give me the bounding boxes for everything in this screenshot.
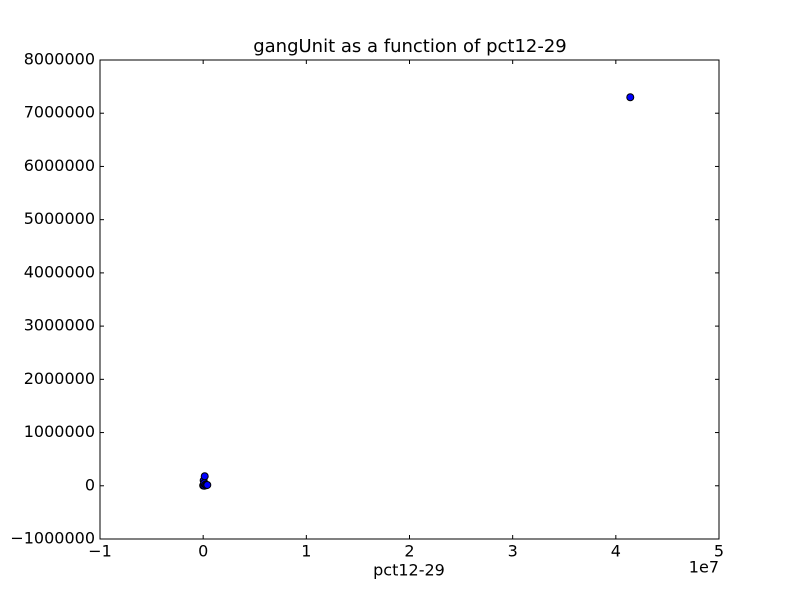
x-offset-label: 1e7 xyxy=(689,558,719,577)
x-tick-label: 5 xyxy=(714,542,724,561)
x-tick-label: 0 xyxy=(198,542,208,561)
y-tick-label: 3000000 xyxy=(24,316,95,335)
x-tick-label: 4 xyxy=(611,542,621,561)
x-tick-label: 3 xyxy=(508,542,518,561)
y-tick-label: 8000000 xyxy=(24,50,95,69)
scatter-point xyxy=(203,480,212,489)
y-tick-label: 1000000 xyxy=(24,422,95,441)
y-tick-label: 4000000 xyxy=(24,262,95,281)
y-tick-label: 0 xyxy=(85,475,95,494)
y-tick-label: 2000000 xyxy=(24,369,95,388)
x-tick-label: 2 xyxy=(404,542,414,561)
x-axis-label: pct12-29 xyxy=(373,561,445,580)
y-tick-label: 5000000 xyxy=(24,209,95,228)
scatter-point xyxy=(200,472,209,481)
y-tick-label: −1000000 xyxy=(10,529,95,548)
x-tick-label: −1 xyxy=(88,542,112,561)
y-tick-label: 6000000 xyxy=(24,156,95,175)
y-tick-label: 7000000 xyxy=(24,103,95,122)
scatter-point xyxy=(626,93,635,102)
x-tick-label: 1 xyxy=(301,542,311,561)
chart-title: gangUnit as a function of pct12-29 xyxy=(253,36,567,57)
